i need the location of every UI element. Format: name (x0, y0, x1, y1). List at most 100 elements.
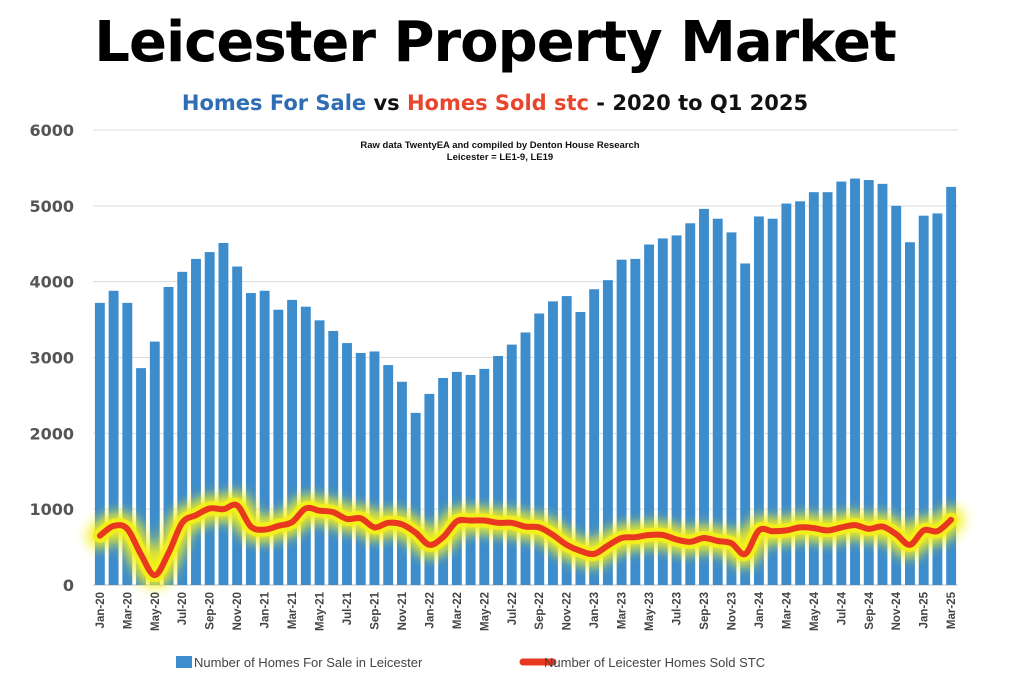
sold-point (234, 503, 240, 508)
x-tick-label: Nov-21 (397, 591, 409, 630)
sold-point (468, 518, 473, 523)
sold-point (454, 519, 460, 524)
sold-point (317, 508, 322, 513)
sold-point (852, 522, 858, 528)
bar (630, 258, 641, 585)
x-tick-label: May-21 (315, 591, 327, 631)
x-tick-label: Jan-21 (260, 591, 272, 628)
sold-point (701, 535, 707, 541)
legend: Number of Homes For Sale in Leicester Num… (176, 655, 765, 670)
bar (712, 218, 723, 585)
bar (396, 381, 407, 585)
sold-point (303, 506, 309, 511)
bar (163, 286, 174, 585)
sold-point (880, 524, 885, 529)
bar (808, 192, 819, 585)
x-tick-label: Nov-24 (891, 591, 903, 630)
bar (891, 205, 902, 586)
sold-point (633, 535, 638, 540)
bar (548, 301, 558, 585)
x-tick-label: Mar-23 (617, 592, 629, 629)
bar (863, 180, 874, 586)
bar (94, 302, 105, 585)
line-series (86, 491, 965, 589)
bar (740, 263, 751, 585)
y-axis: 0 1000 2000 3000 4000 5000 6000 (29, 121, 74, 595)
bar (287, 299, 298, 585)
x-tick-label: May-22 (479, 592, 491, 631)
sold-point (564, 542, 569, 548)
sold-point (784, 528, 789, 533)
bar (699, 208, 709, 585)
sold-point (811, 525, 817, 531)
bar (671, 235, 682, 586)
legend-label-sold: Number of Leicester Homes Sold STC (544, 655, 765, 670)
y-tick-label: 4000 (29, 273, 74, 292)
bar (850, 178, 860, 586)
x-tick-label: Jan-20 (95, 592, 107, 628)
x-tick-label: Sep-21 (369, 591, 381, 629)
bar (616, 259, 627, 585)
sold-point (729, 541, 734, 546)
sold-point (619, 535, 624, 541)
y-tick-label: 6000 (29, 121, 74, 140)
sold-point (385, 520, 391, 526)
bar (946, 186, 957, 585)
credit-area: Leicester = LE1-9, LE19 (446, 152, 554, 163)
bar (218, 242, 229, 585)
sold-point (660, 532, 666, 538)
chart-title: Leicester Property Market (94, 10, 896, 75)
sold-point (125, 526, 130, 532)
bar (561, 296, 572, 585)
bar (369, 351, 380, 585)
y-tick-label: 2000 (29, 424, 74, 443)
credit-source: Raw data TwentyEA and compiled by Denton… (360, 140, 640, 151)
sold-point (344, 516, 350, 522)
sold-point (907, 542, 913, 548)
sold-point (578, 548, 583, 554)
bar (383, 365, 394, 585)
bar (575, 312, 586, 585)
bar (493, 355, 503, 585)
sold-point (152, 572, 157, 578)
sold-point (550, 532, 556, 538)
bar (342, 343, 352, 585)
bar (685, 223, 696, 585)
bar (259, 290, 270, 585)
sold-point (715, 538, 720, 544)
sold-point (688, 539, 693, 544)
bar (781, 203, 792, 585)
x-tick-label: Jul-23 (672, 592, 684, 625)
sold-point (180, 520, 185, 526)
sold-point (440, 535, 446, 540)
sold-point (646, 532, 652, 538)
bar (822, 192, 833, 585)
bar (438, 377, 449, 585)
sold-point (193, 513, 199, 518)
bar (355, 352, 366, 585)
bar (177, 271, 188, 585)
sold-point (207, 506, 212, 511)
bar (122, 302, 133, 585)
sold-point (138, 552, 144, 557)
bar (451, 371, 462, 585)
bar (245, 293, 256, 585)
bar (602, 280, 613, 585)
sold-point (509, 520, 514, 526)
bar (108, 290, 119, 585)
bar (465, 374, 476, 585)
sold-point (674, 537, 679, 542)
bar (918, 215, 929, 586)
bar (191, 258, 201, 585)
sold-point (523, 524, 528, 529)
sold-point (97, 533, 103, 538)
sold-point (756, 528, 762, 533)
subtitle-vs: vs (366, 91, 407, 115)
bar (328, 330, 339, 585)
sold-point (276, 523, 281, 529)
x-tick-label: Mar-22 (452, 592, 464, 629)
bar (877, 183, 888, 585)
subtitle-homes-for-sale: Homes For Sale (181, 91, 367, 115)
sold-point (495, 520, 501, 526)
x-tick-label: May-24 (809, 591, 821, 631)
